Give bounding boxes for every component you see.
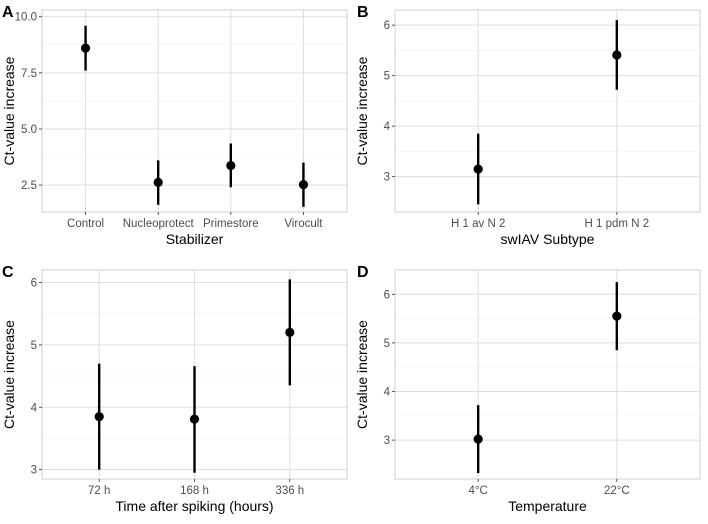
y-axis-title: Ct-value increase [354, 320, 370, 429]
x-tick-label: 336 h [275, 485, 304, 497]
panel-letter: A [2, 4, 14, 21]
y-axis-title: Ct-value increase [1, 56, 17, 165]
data-point [80, 43, 91, 53]
x-axis-title: Stabilizer [166, 231, 224, 247]
panel-border [394, 269, 701, 480]
x-tick-label: H 1 av N 2 [451, 218, 505, 230]
x-tick-label: H 1 pdm N 2 [585, 218, 650, 230]
data-point [473, 164, 483, 174]
data-point [153, 177, 163, 187]
panel-border [41, 9, 348, 213]
x-axis-title: Time after spiking (hours) [115, 498, 273, 514]
panel-d: 3 4 5 6 4°C 22°C Temperature Ct-value increase D [354, 264, 701, 514]
y-tick-label: 5 [384, 71, 390, 83]
y-tick-label: 6 [384, 20, 390, 32]
y-tick-label: 4 [31, 402, 38, 414]
y-tick-label: 6 [384, 289, 390, 301]
x-tick-label: 72 h [88, 485, 110, 497]
y-tick-label: 5.0 [21, 124, 37, 136]
y-tick-label: 5 [384, 338, 390, 350]
x-axis-title: swIAV Subtype [501, 231, 595, 247]
y-tick-label: 6 [31, 277, 37, 289]
panel-letter: C [2, 264, 14, 281]
y-tick-label: 7.5 [21, 68, 37, 80]
panel-letter: B [357, 4, 369, 21]
y-axis-title: Ct-value increase [354, 56, 370, 165]
data-point [94, 412, 104, 422]
y-tick-label: 3 [31, 465, 37, 477]
x-tick-label: 22°C [604, 485, 630, 497]
panel-border [394, 9, 701, 213]
data-point [612, 311, 622, 321]
y-tick-label: 3 [384, 435, 390, 447]
x-tick-label: Primestore [203, 218, 259, 230]
x-tick-label: Virocult [284, 218, 323, 230]
data-point [612, 50, 622, 60]
y-tick-label: 10.0 [15, 12, 37, 24]
x-axis-title: Temperature [508, 498, 587, 514]
data-point [285, 327, 295, 337]
panel-a: 2.5 5.0 7.5 10.0 Control Nucleoprotect Primest… [1, 4, 348, 247]
y-tick-label: 3 [384, 172, 390, 184]
panel-letter: D [357, 264, 369, 281]
y-tick-label: 2.5 [21, 180, 37, 192]
data-point [473, 434, 483, 444]
x-tick-label: 4°C [469, 485, 488, 497]
data-point [226, 160, 236, 171]
x-tick-label: 168 h [180, 485, 209, 497]
y-tick-label: 4 [384, 387, 391, 399]
x-tick-label: Control [67, 218, 104, 230]
x-tick-label: Nucleoprotect [123, 218, 195, 230]
y-tick-label: 5 [31, 340, 37, 352]
y-tick-label: 4 [384, 121, 391, 133]
data-point [189, 414, 200, 424]
data-point [298, 180, 309, 190]
y-axis-title: Ct-value increase [1, 320, 17, 429]
